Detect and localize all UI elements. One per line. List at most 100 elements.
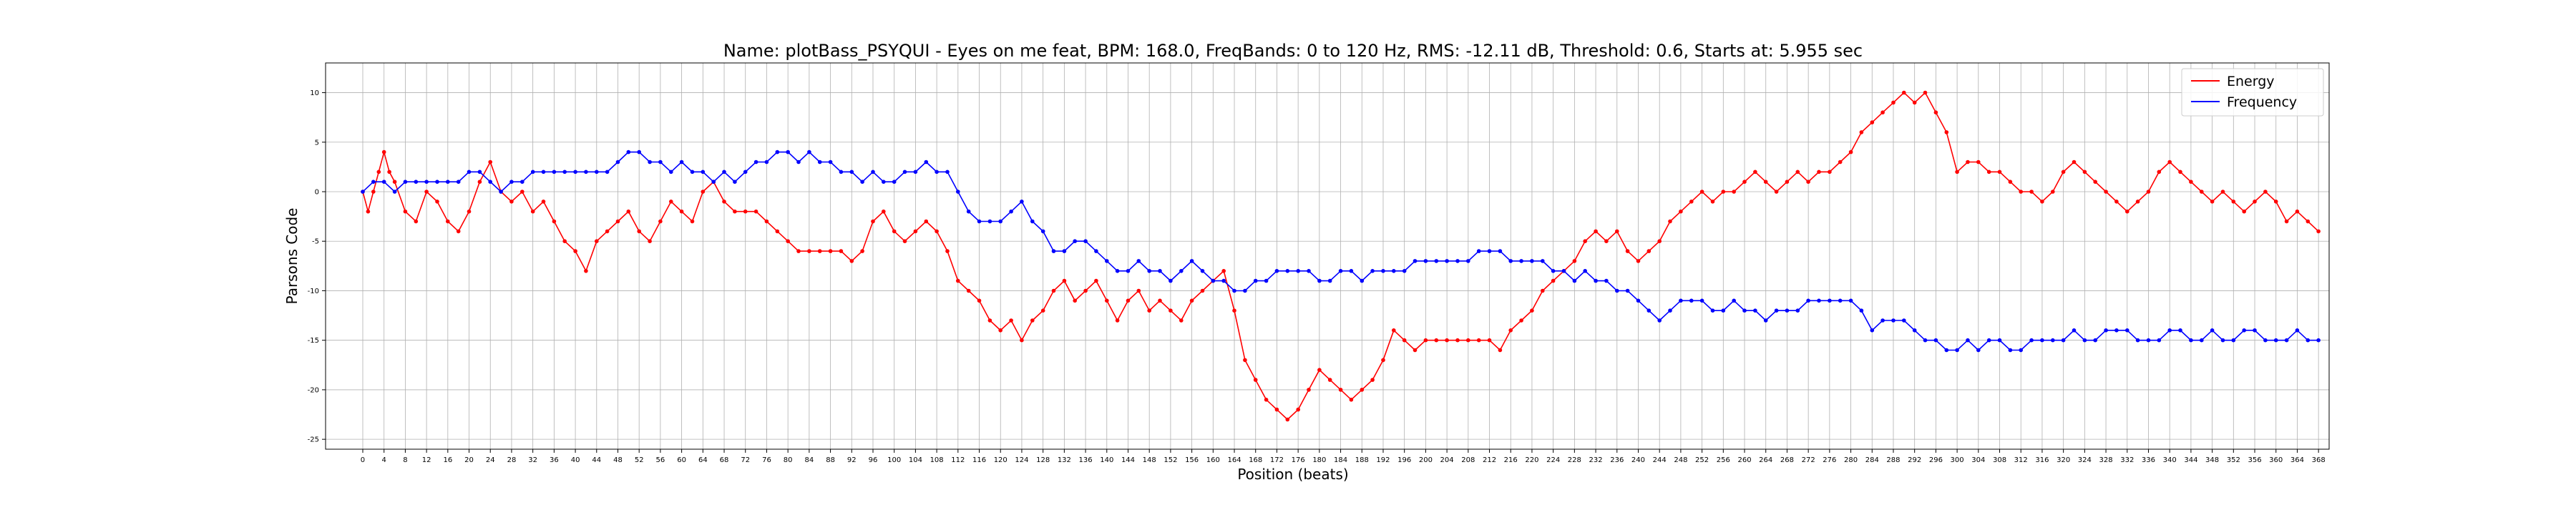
x-tick-label: 156 bbox=[1185, 456, 1199, 464]
frequency-point bbox=[1030, 219, 1035, 224]
energy-point bbox=[743, 209, 748, 214]
frequency-point bbox=[1413, 259, 1418, 263]
frequency-point bbox=[1360, 278, 1365, 283]
x-tick-label: 152 bbox=[1163, 456, 1177, 464]
energy-point bbox=[1986, 170, 1991, 175]
energy-point bbox=[1721, 190, 1726, 194]
x-tick-label: 52 bbox=[635, 456, 644, 464]
y-axis-label: Parsons Code bbox=[283, 208, 301, 305]
x-tick-label: 300 bbox=[1951, 456, 1964, 464]
energy-point bbox=[987, 318, 992, 323]
frequency-point bbox=[2008, 348, 2013, 353]
frequency-point bbox=[1541, 259, 1545, 263]
plot-frame bbox=[325, 62, 2330, 450]
x-tick-label: 280 bbox=[1844, 456, 1858, 464]
frequency-point bbox=[1498, 249, 1503, 253]
frequency-point bbox=[1933, 338, 1938, 343]
energy-point bbox=[1317, 368, 1322, 372]
frequency-point bbox=[1073, 239, 1077, 244]
plot-series bbox=[361, 90, 2321, 422]
x-tick-label: 352 bbox=[2227, 456, 2240, 464]
frequency-point bbox=[1902, 318, 1906, 323]
frequency-point bbox=[1402, 269, 1407, 273]
x-tick-label: 216 bbox=[1504, 456, 1518, 464]
x-tick-label: 140 bbox=[1100, 456, 1113, 464]
energy-point bbox=[1327, 378, 1332, 382]
energy-point bbox=[882, 209, 886, 214]
frequency-point bbox=[2029, 338, 2034, 343]
frequency-point bbox=[1243, 288, 1247, 293]
energy-point bbox=[1455, 338, 1460, 343]
frequency-point bbox=[637, 149, 641, 154]
energy-point bbox=[1657, 239, 1662, 244]
frequency-point bbox=[1657, 318, 1662, 323]
frequency-point bbox=[966, 209, 971, 214]
energy-point bbox=[945, 249, 950, 253]
energy-point bbox=[2146, 190, 2151, 194]
frequency-point bbox=[860, 180, 864, 184]
frequency-point bbox=[828, 160, 833, 165]
energy-point bbox=[2220, 190, 2225, 194]
x-tick-label: 168 bbox=[1249, 456, 1262, 464]
frequency-point bbox=[786, 149, 790, 154]
x-tick-label: 116 bbox=[972, 456, 986, 464]
energy-point bbox=[1423, 338, 1428, 343]
frequency-point bbox=[1264, 278, 1269, 283]
x-tick-label: 172 bbox=[1270, 456, 1284, 464]
energy-point bbox=[541, 200, 546, 204]
x-tick-label: 264 bbox=[1759, 456, 1772, 464]
frequency-point bbox=[626, 149, 631, 154]
frequency-point bbox=[1817, 298, 1821, 303]
energy-point bbox=[1902, 90, 1906, 95]
frequency-point bbox=[1668, 308, 1672, 313]
frequency-point bbox=[892, 180, 897, 184]
frequency-point bbox=[1094, 249, 1098, 253]
x-tick-label: 180 bbox=[1312, 456, 1326, 464]
energy-point bbox=[1040, 308, 1045, 313]
frequency-point bbox=[1338, 269, 1343, 273]
frequency-point bbox=[1136, 259, 1141, 263]
energy-point bbox=[1891, 100, 1896, 105]
frequency-point bbox=[2135, 338, 2140, 343]
frequency-point bbox=[1317, 278, 1322, 283]
frequency-point bbox=[1253, 278, 1258, 283]
energy-point bbox=[1955, 170, 1959, 175]
frequency-point bbox=[669, 170, 673, 175]
energy-point bbox=[2253, 200, 2257, 204]
x-tick-label: 316 bbox=[2035, 456, 2049, 464]
energy-point bbox=[584, 269, 588, 273]
energy-point bbox=[1859, 130, 1864, 134]
energy-point bbox=[679, 209, 684, 214]
frequency-point bbox=[1009, 209, 1013, 214]
energy-point bbox=[1307, 388, 1311, 392]
energy-point bbox=[871, 219, 875, 224]
energy-line bbox=[362, 92, 2319, 421]
frequency-point bbox=[2167, 328, 2172, 333]
energy-point bbox=[1710, 200, 1715, 204]
frequency-point bbox=[1370, 269, 1375, 273]
frequency-point bbox=[1828, 298, 1832, 303]
frequency-point bbox=[1838, 298, 1843, 303]
frequency-point bbox=[2061, 338, 2066, 343]
energy-point bbox=[1020, 338, 1024, 343]
frequency-point bbox=[902, 170, 907, 175]
frequency-point bbox=[1083, 239, 1088, 244]
frequency-point bbox=[381, 180, 386, 184]
frequency-point bbox=[573, 170, 577, 175]
frequency-point bbox=[2114, 328, 2119, 333]
energy-point bbox=[1179, 318, 1184, 323]
frequency-point bbox=[1636, 298, 1641, 303]
energy-point bbox=[2189, 180, 2193, 184]
energy-point bbox=[658, 219, 663, 224]
frequency-point bbox=[722, 170, 726, 175]
frequency-point bbox=[796, 160, 801, 165]
energy-point bbox=[2295, 209, 2300, 214]
frequency-point bbox=[467, 170, 472, 175]
frequency-point bbox=[1232, 288, 1236, 293]
frequency-point bbox=[1732, 298, 1736, 303]
energy-point bbox=[1169, 308, 1173, 313]
frequency-point bbox=[1455, 259, 1460, 263]
x-tick-label: 64 bbox=[698, 456, 708, 464]
x-tick-label: 68 bbox=[720, 456, 729, 464]
energy-point bbox=[807, 249, 811, 253]
